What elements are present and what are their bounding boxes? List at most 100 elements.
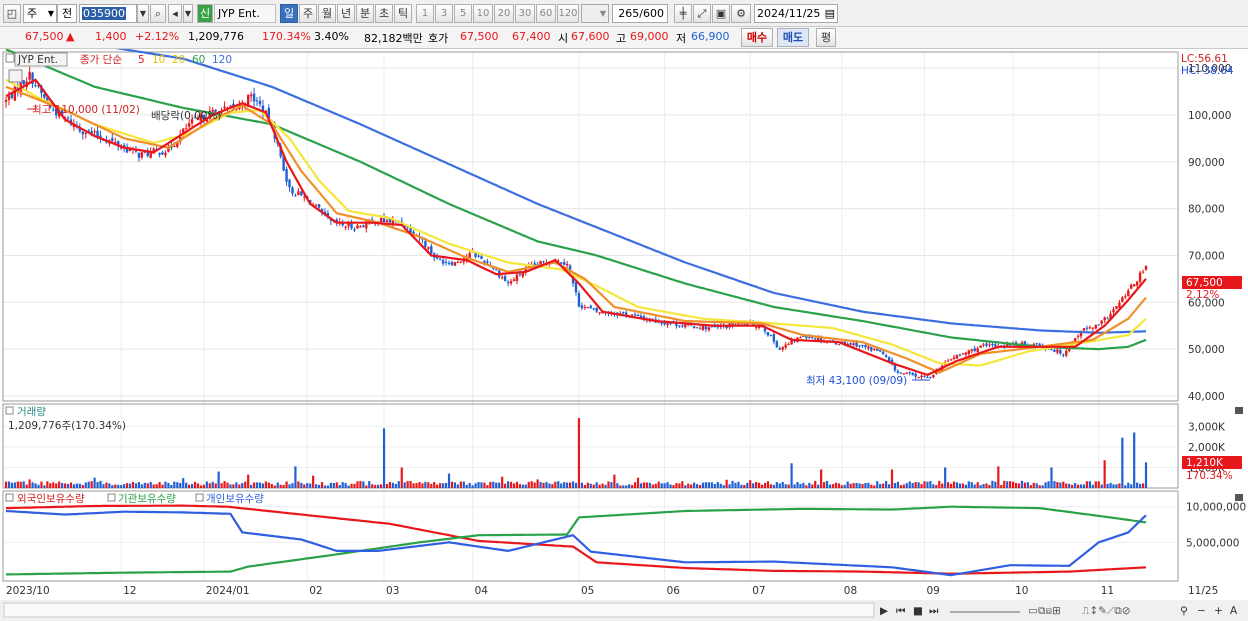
- volume-bar: [173, 481, 176, 488]
- panel-toggle-icon[interactable]: [5, 53, 15, 63]
- interval-3[interactable]: 3: [435, 4, 453, 23]
- turnover-pct: 3.40%: [314, 30, 349, 43]
- candle-body: [1127, 290, 1130, 297]
- last-volume-box: [1182, 456, 1242, 469]
- panel-toggle-icon[interactable]: [195, 493, 204, 502]
- speaker-icon[interactable]: ◂: [168, 4, 182, 23]
- candle-body: [592, 308, 595, 310]
- candle-body: [666, 323, 669, 326]
- period-month[interactable]: 월: [318, 4, 336, 23]
- candle-body: [946, 360, 950, 362]
- interval-10[interactable]: 10: [473, 4, 493, 23]
- interval-60[interactable]: 60: [536, 4, 556, 23]
- volume-bar: [332, 483, 335, 488]
- open-price: 67,600: [571, 30, 610, 43]
- tools-icon[interactable]: ⎍↕✎⟋⧉⊘: [1082, 605, 1131, 617]
- volume-bar: [527, 481, 530, 488]
- rewind-icon[interactable]: ⏮: [896, 605, 906, 617]
- volume-bar: [4, 481, 8, 488]
- sell-button[interactable]: 매도: [777, 28, 809, 47]
- candle-body: [450, 262, 454, 265]
- volume-bar: [731, 480, 734, 488]
- buy-button[interactable]: 매수: [741, 28, 773, 47]
- panel-toggle-icon[interactable]: [5, 493, 14, 502]
- code-input[interactable]: 035900: [79, 4, 137, 23]
- price: 67,500: [25, 30, 64, 43]
- save-icon[interactable]: ▣: [712, 4, 730, 23]
- search-icon[interactable]: ⌕: [150, 4, 166, 23]
- volume-bar: [214, 483, 217, 488]
- prev-button[interactable]: 전: [57, 4, 77, 23]
- open-label: 시: [558, 32, 569, 45]
- candle-body: [625, 312, 628, 316]
- forward-icon[interactable]: ⏭: [929, 605, 939, 617]
- volume-bar: [176, 482, 179, 488]
- stop-icon[interactable]: ■: [913, 605, 923, 617]
- interval-custom[interactable]: ▼: [581, 4, 609, 23]
- volume-bar: [1047, 481, 1050, 488]
- volume-bar: [831, 484, 835, 488]
- volume-bar: [309, 483, 312, 488]
- minus-icon[interactable]: −: [1197, 605, 1206, 617]
- candle-body: [639, 315, 643, 318]
- period-select[interactable]: 주 ▼: [23, 4, 57, 23]
- low-annotation: 최저 43,100 (09/09): [806, 375, 907, 387]
- panel-toggle-icon[interactable]: [5, 406, 14, 415]
- volume-bar: [199, 485, 203, 488]
- close-icon[interactable]: [1235, 494, 1243, 501]
- chevron-down-icon[interactable]: ▼: [137, 4, 149, 23]
- interval-20[interactable]: 20: [494, 4, 514, 23]
- crosshair-icon[interactable]: ⤢: [693, 4, 711, 23]
- volume-bar: [235, 482, 238, 488]
- close-icon[interactable]: [1235, 407, 1243, 414]
- candle-body: [814, 338, 817, 340]
- interval-1[interactable]: 1: [416, 4, 434, 23]
- volume-bar: [388, 481, 392, 488]
- volume-bar: [1071, 484, 1074, 488]
- horizontal-scrollbar[interactable]: [3, 602, 875, 618]
- period-year[interactable]: 년: [337, 4, 355, 23]
- auto-icon[interactable]: A: [1230, 605, 1238, 617]
- interval-120[interactable]: 120: [557, 4, 579, 23]
- layout-icon[interactable]: ▭⧉⧈⊞: [1028, 605, 1061, 617]
- volume-bar: [465, 484, 468, 488]
- volume-bar: [117, 484, 120, 488]
- count-input[interactable]: 265/600: [612, 4, 668, 23]
- interval-30[interactable]: 30: [515, 4, 535, 23]
- eval-button[interactable]: 평: [816, 28, 836, 47]
- volume-bar: [672, 485, 675, 488]
- volume-bar: [619, 485, 622, 488]
- volume-bar: [607, 481, 610, 488]
- volume-bar: [403, 482, 406, 488]
- period-tick[interactable]: 틱: [394, 4, 412, 23]
- plus-icon[interactable]: +: [1214, 605, 1223, 617]
- panel-toggle-icon[interactable]: [107, 493, 116, 502]
- period-day[interactable]: 일: [280, 4, 298, 23]
- gear-icon[interactable]: ⚙: [731, 4, 751, 23]
- period-week[interactable]: 주: [299, 4, 317, 23]
- grid-table-icon[interactable]: [8, 69, 23, 83]
- candle-body: [867, 346, 870, 349]
- x-tick-label: 11: [1101, 585, 1114, 597]
- period-minute[interactable]: 분: [356, 4, 374, 23]
- candle-body: [1073, 338, 1077, 342]
- scroll-right-icon[interactable]: ▶: [880, 605, 889, 617]
- chevron-down-icon[interactable]: ▼: [183, 4, 193, 23]
- volume-bar: [167, 482, 170, 488]
- volume-bar: [628, 484, 631, 488]
- candle-type-icon[interactable]: ╪: [674, 4, 692, 23]
- volume-bar: [755, 482, 758, 488]
- chart-background: [0, 49, 1248, 621]
- volume-bar: [427, 482, 430, 488]
- volume-bar: [911, 482, 914, 488]
- volume-bar: [193, 481, 197, 488]
- volume-bar: [1009, 481, 1012, 488]
- volume-bar: [610, 482, 613, 488]
- period-second[interactable]: 초: [375, 4, 393, 23]
- zoom-out-icon[interactable]: ⚲: [1180, 605, 1188, 617]
- candle-body: [22, 80, 25, 85]
- interval-5[interactable]: 5: [454, 4, 472, 23]
- date-input[interactable]: 2024/11/25 ▤: [754, 4, 838, 23]
- candle-body: [1079, 331, 1083, 337]
- window-icon[interactable]: ◰: [3, 4, 21, 23]
